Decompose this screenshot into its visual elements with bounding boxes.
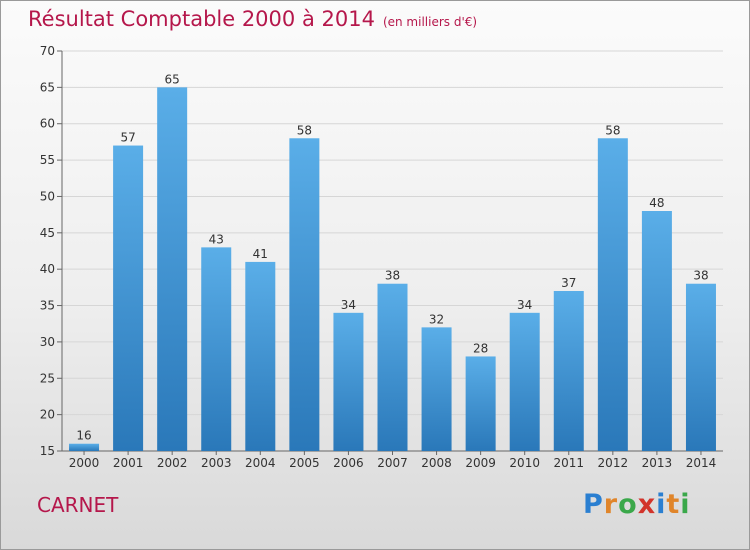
logo-letter: i: [680, 489, 691, 520]
logo-letter: P: [583, 489, 604, 520]
data-label-2008: 32: [429, 312, 444, 326]
x-tick-label: 2000: [69, 456, 100, 470]
data-label-2002: 65: [165, 72, 180, 86]
data-label-2003: 43: [209, 232, 224, 246]
y-tick-label: 25: [40, 371, 55, 385]
bar-2012: [597, 138, 628, 452]
bar-2008: [421, 327, 452, 451]
data-label-2005: 58: [297, 123, 312, 137]
data-label-2009: 28: [473, 341, 488, 355]
data-label-2011: 37: [561, 276, 576, 290]
x-tick-label: 2002: [157, 456, 188, 470]
x-tick-label: 2008: [421, 456, 452, 470]
x-tick-label: 2004: [245, 456, 276, 470]
x-tick-label: 2003: [201, 456, 232, 470]
chart-title-text: Résultat Comptable 2000 à 2014: [28, 7, 375, 31]
y-tick-label: 15: [40, 444, 55, 458]
bar-2001: [113, 145, 144, 451]
bar-2002: [157, 87, 188, 451]
logo-letter: x: [637, 489, 657, 520]
data-labels: 16 57 65 43 41 58 34 38 32 28 34 37 58 48 38: [76, 72, 708, 442]
data-label-2004: 41: [253, 247, 268, 261]
logo-letter: o: [618, 489, 638, 520]
x-tick-label: 2013: [642, 456, 673, 470]
bar-2011: [553, 291, 584, 451]
y-tick-label: 60: [40, 117, 55, 131]
data-label-2010: 34: [517, 298, 532, 312]
bar-2010: [509, 312, 540, 451]
x-tick-label: 2012: [598, 456, 629, 470]
logo-letter: r: [603, 489, 619, 520]
chart-title: Résultat Comptable 2000 à 2014 (en millie…: [28, 7, 477, 31]
chart-subtitle: (en milliers d'€): [382, 15, 478, 29]
x-tick-label: 2006: [333, 456, 364, 470]
y-tick-label: 65: [40, 80, 55, 94]
x-tick-label: 2001: [113, 456, 144, 470]
bar-2000: [69, 443, 100, 451]
bar-2013: [641, 211, 672, 451]
x-tick-label: 2014: [686, 456, 717, 470]
bar-2007: [377, 283, 408, 451]
x-tick-label: 2010: [509, 456, 540, 470]
data-label-2000: 16: [76, 429, 91, 443]
data-label-2013: 48: [649, 196, 664, 210]
bar-2003: [201, 247, 232, 451]
x-tick-label: 2011: [553, 456, 584, 470]
y-tick-label: 70: [40, 44, 55, 58]
bar-2014: [685, 283, 716, 451]
x-tick-label: 2007: [377, 456, 408, 470]
logo-letter: i: [656, 489, 667, 520]
y-tick-label: 20: [40, 408, 55, 422]
y-tick-label: 45: [40, 226, 55, 240]
y-tick-label: 35: [40, 299, 55, 313]
y-tick-label: 30: [40, 335, 55, 349]
x-tick-label: 2005: [289, 456, 320, 470]
bar-2009: [465, 356, 496, 451]
proxiti-logo: Proxiti: [583, 489, 691, 520]
y-tick-label: 40: [40, 262, 55, 276]
data-label-2012: 58: [605, 123, 620, 137]
data-label-2007: 38: [385, 269, 400, 283]
bar-2006: [333, 312, 364, 451]
bar-2004: [245, 261, 276, 451]
x-tick-label: 2009: [465, 456, 496, 470]
tick-labels: 15 20 25 30 35 40 45 50 55 60 65 70 2000 2001 2002 2003…: [40, 44, 717, 470]
logo-letter: t: [666, 489, 681, 520]
y-tick-label: 50: [40, 189, 55, 203]
bar-2005: [289, 138, 320, 452]
bars: [69, 87, 716, 452]
data-label-2006: 34: [341, 298, 356, 312]
place-name: CARNET: [37, 493, 119, 517]
data-label-2014: 38: [693, 269, 708, 283]
data-label-2001: 57: [120, 131, 135, 145]
y-tick-label: 55: [40, 153, 55, 167]
